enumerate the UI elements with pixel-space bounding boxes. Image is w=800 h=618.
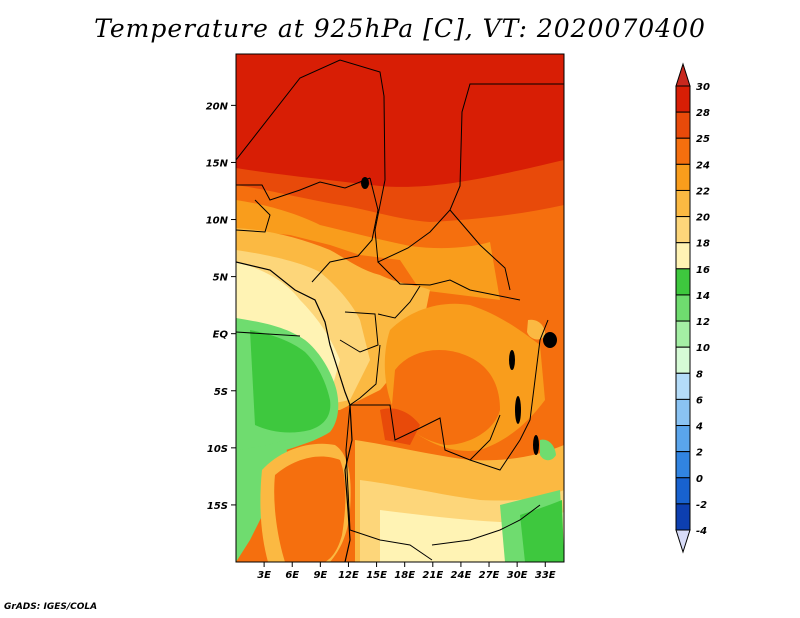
colorbar-swatch — [675, 346, 691, 374]
lon-label: 9E — [313, 570, 327, 581]
lat-label: 20N — [206, 101, 229, 112]
colorbar-swatch — [675, 137, 691, 165]
colorbar-swatch — [675, 189, 691, 218]
colorbar-swatch — [675, 242, 691, 270]
colorbar-label: 4 — [695, 422, 703, 433]
colorbar-label: 20 — [696, 213, 710, 224]
colorbar-label: 0 — [696, 474, 703, 485]
colorbar-swatch — [675, 268, 691, 296]
colorbar-label: 16 — [696, 265, 710, 276]
colorbar-label: 18 — [696, 239, 710, 250]
colorbar-label: -2 — [696, 500, 707, 511]
lon-label: 15E — [366, 570, 387, 581]
lon-label: 33E — [535, 570, 556, 581]
lon-label: 27E — [479, 570, 500, 581]
colorbar-swatch — [675, 85, 691, 113]
lat-label: 10S — [207, 444, 228, 455]
lat-label: 5S — [214, 387, 228, 398]
lat-label: 15N — [206, 158, 229, 169]
colorbar-label: -4 — [696, 526, 707, 537]
colorbar-label: 12 — [696, 317, 710, 328]
lat-label: 15S — [207, 501, 228, 512]
colorbar-label: 6 — [696, 395, 703, 406]
lakes — [361, 177, 557, 455]
colorbar-label: 28 — [696, 108, 710, 119]
lon-label: 24E — [451, 570, 472, 581]
colorbar-swatch — [675, 503, 691, 531]
lon-label: 21E — [422, 570, 443, 581]
lat-label: 5N — [213, 273, 229, 284]
colorbar-swatch — [675, 477, 691, 505]
colorbar-swatch — [675, 163, 691, 191]
colorbar-swatch — [675, 451, 691, 479]
colorbar-over-arrow — [675, 62, 691, 87]
lat-label: 10N — [206, 216, 229, 227]
colorbar-swatch — [675, 372, 691, 400]
lon-label: 30E — [507, 570, 528, 581]
colorbar-label: 30 — [696, 82, 710, 93]
map-title: Temperature at 925hPa [C], VT: 202007040… — [94, 14, 706, 43]
map-frame — [235, 53, 565, 563]
longitude-axis: 3E 6E 9E 12E 15E 18E 21E 24E 27E 30E 33E — [257, 562, 556, 581]
colorbar-label: 14 — [696, 291, 710, 302]
colorbar-swatch — [675, 111, 691, 139]
colorbar-under-arrow — [675, 529, 691, 554]
colorbar-label: 10 — [696, 343, 710, 354]
colorbar-label: 25 — [696, 134, 710, 145]
lon-label: 12E — [338, 570, 359, 581]
country-borders — [236, 59, 564, 561]
colorbar-label: 24 — [696, 160, 710, 171]
lon-label: 6E — [285, 570, 299, 581]
colorbar-swatch — [675, 425, 691, 453]
lat-label: EQ — [213, 330, 229, 341]
colorbar-swatch — [675, 398, 691, 427]
temperature-field — [236, 54, 564, 562]
latitude-axis: 20N 15N 10N 5N EQ 5S 10S 15S — [206, 101, 236, 512]
colorbar-label: 8 — [696, 369, 703, 380]
coastline — [236, 261, 353, 562]
colorbar-swatch — [675, 320, 691, 348]
lon-label: 18E — [394, 570, 415, 581]
grads-credit: GrADS: IGES/COLA — [4, 602, 98, 612]
colorbar-swatch — [675, 216, 691, 244]
colorbar-label: 22 — [696, 186, 710, 197]
lon-label: 3E — [257, 570, 271, 581]
colorbar-swatch — [675, 294, 691, 322]
colorbar-label: 2 — [696, 448, 703, 459]
